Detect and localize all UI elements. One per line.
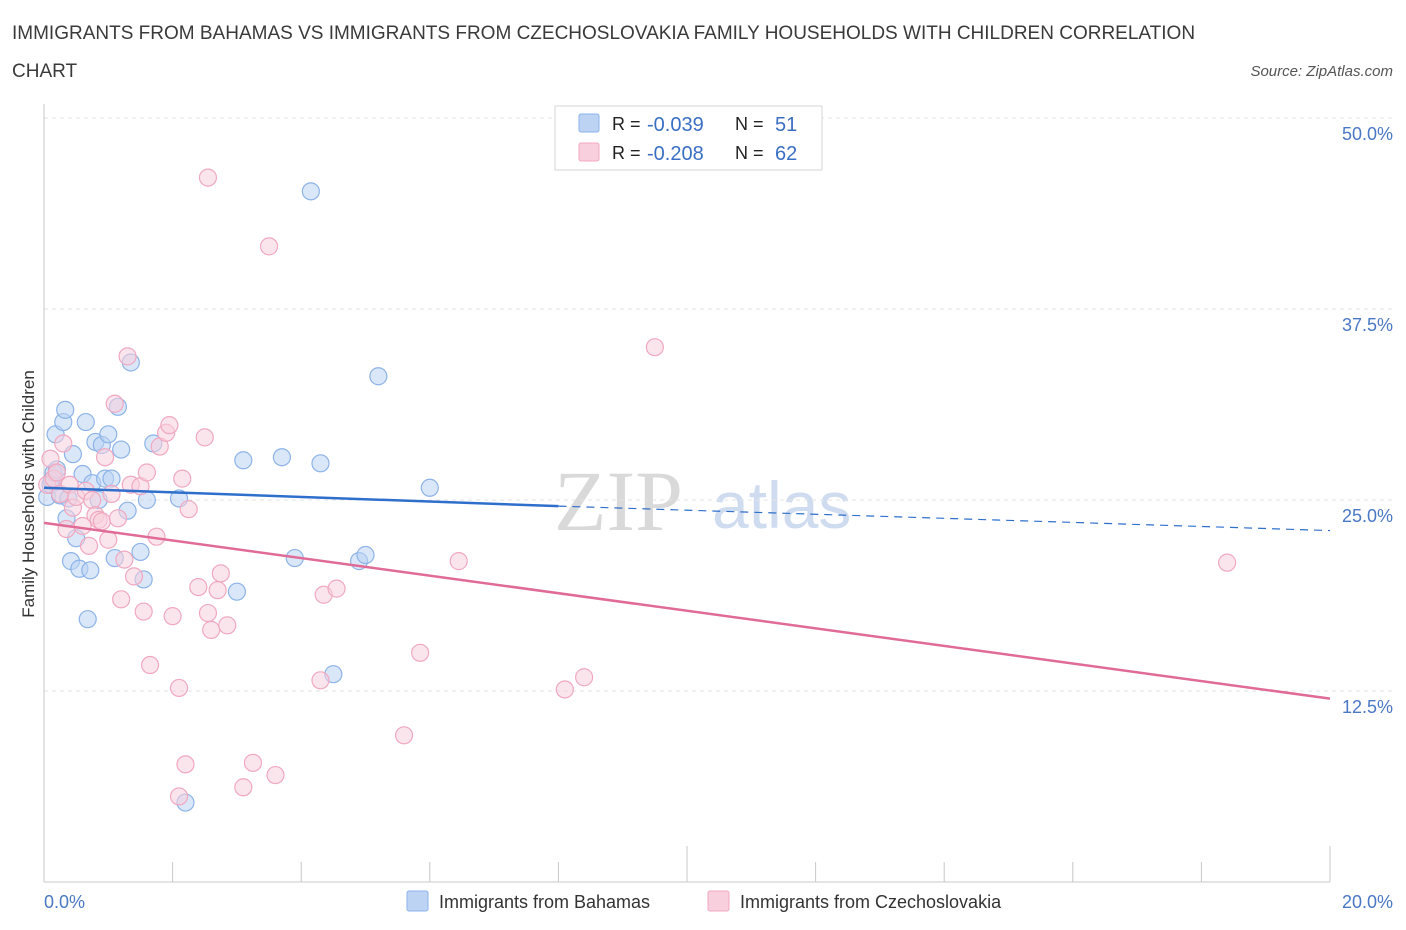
point-series-0-16 xyxy=(76,412,95,432)
point-series-1-23 xyxy=(115,550,134,569)
y-tick-label-0: 12.5% xyxy=(1342,697,1393,717)
legend-label-czechoslovakia: Immigrants from Czechoslovakia xyxy=(740,892,1002,912)
point-series-1-39 xyxy=(179,500,198,519)
series-legend: Immigrants from Bahamas Immigrants from … xyxy=(406,890,1002,912)
point-series-1-45 xyxy=(211,564,230,583)
point-series-1-29 xyxy=(137,463,156,482)
stats-legend-r-label-1: R = xyxy=(612,114,641,134)
point-series-1-59 xyxy=(575,668,594,687)
stats-legend-n-label-1: N = xyxy=(735,114,764,134)
point-series-1-48 xyxy=(234,778,253,797)
chart-source: Source: ZipAtlas.com xyxy=(1250,63,1393,80)
point-series-1-16 xyxy=(92,512,111,531)
point-series-1-41 xyxy=(195,428,214,447)
y-tick-label-1: 25.0% xyxy=(1342,506,1393,526)
point-series-1-56 xyxy=(411,643,430,662)
point-series-1-46 xyxy=(218,616,237,635)
point-series-1-40 xyxy=(189,577,208,597)
point-series-1-51 xyxy=(266,765,285,785)
legend-label-bahamas: Immigrants from Bahamas xyxy=(439,892,650,912)
point-series-0-41 xyxy=(301,182,320,201)
point-series-0-25 xyxy=(102,469,121,488)
point-series-1-30 xyxy=(140,655,160,675)
y-tick-label-2: 37.5% xyxy=(1342,315,1393,335)
point-series-1-62 xyxy=(169,787,189,806)
point-series-0-24 xyxy=(99,425,118,444)
point-series-1-3 xyxy=(47,463,66,482)
trend-line-czechoslovakia xyxy=(43,521,1331,700)
point-series-0-47 xyxy=(420,478,439,497)
stats-legend: R = -0.039 N = 51 R = -0.208 N = 62 xyxy=(554,105,823,171)
point-series-0-38 xyxy=(234,451,253,470)
point-series-1-12 xyxy=(79,536,99,555)
y-tick-labels: 12.5% 25.0% 37.5% 50.0% xyxy=(1342,124,1393,717)
point-series-1-61 xyxy=(1218,553,1237,572)
point-series-0-37 xyxy=(227,582,246,601)
point-series-0-42 xyxy=(311,454,330,473)
point-series-0-18 xyxy=(81,561,100,580)
y-axis-label: Family Households with Children xyxy=(19,370,38,618)
point-series-1-21 xyxy=(108,509,128,528)
point-series-1-42 xyxy=(198,603,218,623)
y-tick-label-3: 50.0% xyxy=(1342,124,1393,144)
gridlines xyxy=(44,117,1393,692)
point-series-1-55 xyxy=(394,726,414,745)
stats-legend-r-label-2: R = xyxy=(612,143,641,163)
point-series-1-38 xyxy=(176,755,195,774)
point-series-1-54 xyxy=(327,579,346,598)
point-series-0-46 xyxy=(369,367,388,386)
point-series-1-36 xyxy=(169,678,189,698)
legend-swatch-bahamas xyxy=(406,890,429,912)
chart-title-line-1: IMMIGRANTS FROM BAHAMAS VS IMMIGRANTS FR… xyxy=(12,23,1195,44)
axes xyxy=(43,104,1331,883)
point-series-1-57 xyxy=(449,552,468,571)
point-series-1-37 xyxy=(173,469,192,488)
x-tick-label-max: 20.0% xyxy=(1342,892,1393,912)
point-series-1-5 xyxy=(54,434,73,453)
point-series-1-13 xyxy=(83,490,102,510)
x-tick-label-min: 0.0% xyxy=(44,892,85,912)
trend-line-bahamas-extension xyxy=(558,505,1331,532)
stats-legend-n-label-2: N = xyxy=(735,143,764,163)
point-series-1-44 xyxy=(208,581,227,600)
point-series-1-35 xyxy=(163,607,182,626)
stats-legend-r-value-1: -0.039 xyxy=(647,114,704,136)
point-series-1-26 xyxy=(124,567,144,586)
watermark-zip: ZIP xyxy=(554,453,683,549)
watermark-atlas: atlas xyxy=(712,468,851,542)
point-series-0-45 xyxy=(356,545,375,565)
point-series-0-28 xyxy=(112,440,131,459)
point-series-1-49 xyxy=(243,753,263,772)
legend-swatch-czechoslovakia xyxy=(707,890,730,912)
point-series-1-43 xyxy=(202,620,221,639)
stats-legend-n-value-1: 51 xyxy=(775,114,797,136)
point-series-1-50 xyxy=(259,237,279,256)
point-series-0-39 xyxy=(272,448,292,467)
point-series-1-19 xyxy=(102,484,121,503)
point-series-1-24 xyxy=(118,347,137,366)
point-series-1-22 xyxy=(112,590,131,609)
stats-legend-swatch-bahamas xyxy=(578,113,600,133)
point-series-1-17 xyxy=(95,448,115,467)
chart-title-line-2: CHART xyxy=(12,61,77,82)
point-series-1-58 xyxy=(555,680,574,699)
point-series-1-20 xyxy=(105,394,124,413)
point-series-0-31 xyxy=(131,542,150,562)
trend-line-bahamas xyxy=(43,486,559,508)
point-series-1-28 xyxy=(134,602,153,621)
point-series-1-47 xyxy=(198,168,218,187)
point-series-1-60 xyxy=(645,338,664,357)
stats-legend-r-value-2: -0.208 xyxy=(647,143,704,165)
stats-legend-swatch-czechoslovakia xyxy=(578,142,600,162)
stats-legend-n-value-2: 62 xyxy=(775,143,797,165)
point-series-1-6 xyxy=(57,519,76,539)
point-series-0-8 xyxy=(56,400,75,419)
trend-lines xyxy=(43,486,1331,700)
point-series-1-52 xyxy=(311,671,330,690)
point-series-1-34 xyxy=(160,416,179,435)
point-series-0-17 xyxy=(78,610,97,629)
